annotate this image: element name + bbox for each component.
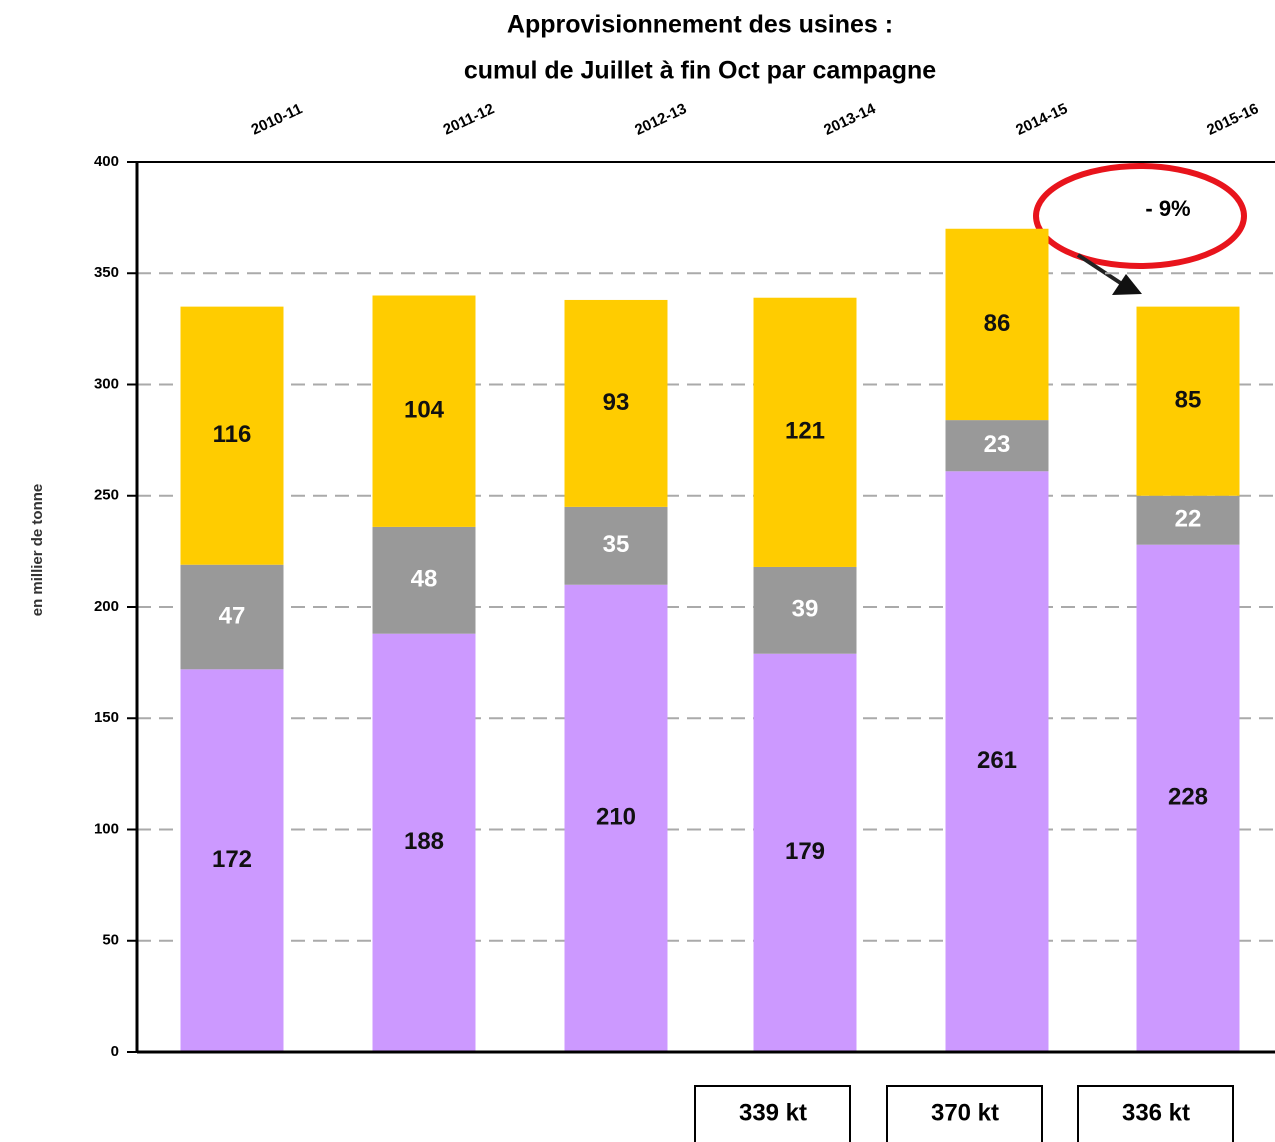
bar-segment xyxy=(945,228,1049,421)
bar-segment xyxy=(753,653,857,1052)
data-label: 35 xyxy=(603,531,630,558)
data-label: 93 xyxy=(603,389,630,416)
bar-segment xyxy=(372,633,476,1052)
y-tick-label: 0 xyxy=(111,1043,119,1060)
arrow-head xyxy=(1112,274,1142,295)
total-label: 336 kt xyxy=(1122,1099,1190,1126)
bar-segment xyxy=(945,420,1049,472)
bar-segment xyxy=(564,506,668,585)
total-label: 370 kt xyxy=(931,1099,999,1126)
bar-segment xyxy=(564,299,668,507)
data-label: 22 xyxy=(1175,506,1202,533)
data-label: 210 xyxy=(596,804,636,831)
y-tick-label: 100 xyxy=(94,820,119,837)
data-label: 39 xyxy=(792,596,819,623)
total-box xyxy=(694,1085,851,1142)
data-label: 116 xyxy=(213,421,252,448)
y-tick-label: 300 xyxy=(94,375,119,392)
annotation: - 9% xyxy=(1145,196,1190,221)
data-label: 86 xyxy=(984,310,1011,337)
total-box xyxy=(886,1085,1043,1142)
data-label: 104 xyxy=(404,397,445,424)
bar-segment xyxy=(564,584,668,1052)
data-label: 228 xyxy=(1168,784,1208,811)
chart-title: Approvisionnement des usines : xyxy=(507,11,893,39)
data-label: 85 xyxy=(1175,387,1202,414)
data-label: 172 xyxy=(212,846,252,873)
data-label: 48 xyxy=(411,566,438,593)
bar-segment xyxy=(753,566,857,654)
bar-segment xyxy=(180,306,284,565)
y-tick-label: 50 xyxy=(102,932,119,949)
bar-segment xyxy=(1136,306,1240,496)
y-axis-label: en millier de tonne xyxy=(29,484,46,617)
total-label: 339 kt xyxy=(739,1099,807,1126)
highlight-ellipse xyxy=(1033,163,1247,269)
bar-segment xyxy=(180,564,284,670)
y-tick-label: 200 xyxy=(94,598,119,615)
data-label: 121 xyxy=(785,418,825,445)
y-tick-label: 250 xyxy=(94,487,119,504)
data-label: 188 xyxy=(404,828,444,855)
total-box xyxy=(1077,1085,1234,1142)
bar-segment xyxy=(1136,544,1240,1052)
y-tick-label: 350 xyxy=(94,264,119,281)
chart-subtitle: cumul de Juillet à fin Oct par campagne xyxy=(464,57,936,85)
data-label: 261 xyxy=(977,747,1017,774)
data-label: 179 xyxy=(785,838,825,865)
arrow-line xyxy=(1076,253,1124,286)
y-tick-label: 400 xyxy=(94,153,119,170)
y-tick-label: 150 xyxy=(94,709,119,726)
bar-segment xyxy=(945,471,1049,1052)
bar-segment xyxy=(372,295,476,527)
data-label: 47 xyxy=(219,602,246,629)
bar-segment xyxy=(753,297,857,567)
bar-segment xyxy=(1136,495,1240,545)
bar-segment xyxy=(372,526,476,634)
data-label: 23 xyxy=(984,431,1011,458)
bar-segment xyxy=(180,669,284,1052)
